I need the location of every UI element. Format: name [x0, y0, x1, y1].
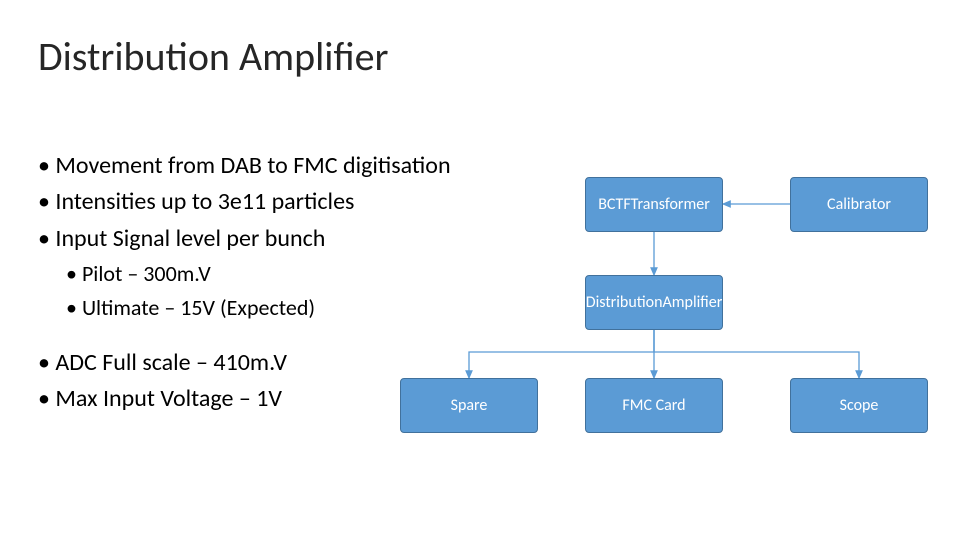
bullet-text: Intensities up to 3e11 particles — [55, 187, 354, 216]
node-spare: Spare — [400, 378, 538, 433]
slide: Distribution Amplifier • Movement from D… — [0, 0, 960, 540]
bullet-text: Pilot – 300m.V — [82, 260, 211, 287]
bullet-l1: • Movement from DAB to FMC digitisation — [38, 150, 451, 182]
bullet-text: Movement from DAB to FMC digitisation — [55, 151, 450, 180]
node-bctf: BCTFTransformer — [585, 177, 723, 232]
bullet-text: Ultimate – 15V (Expected) — [82, 294, 315, 321]
connector-dist-spare — [469, 330, 654, 378]
connector-dist-scope — [654, 330, 859, 378]
bullet-text: ADC Full scale – 410m.V — [55, 348, 287, 377]
bullet-l2: • Pilot – 300m.V — [66, 259, 451, 289]
bullet-list: • Movement from DAB to FMC digitisation … — [38, 150, 451, 419]
node-calib: Calibrator — [790, 177, 928, 232]
node-scope: Scope — [790, 378, 928, 433]
node-fmc: FMC Card — [585, 378, 723, 433]
bullet-l1: • Input Signal level per bunch — [38, 223, 451, 255]
bullet-l1: • ADC Full scale – 410m.V — [38, 347, 451, 379]
bullet-l2: • Ultimate – 15V (Expected) — [66, 293, 451, 323]
bullet-text: Max Input Voltage – 1V — [55, 384, 282, 413]
bullet-l1: • Max Input Voltage – 1V — [38, 383, 451, 415]
bullet-text: Input Signal level per bunch — [55, 224, 325, 253]
slide-title: Distribution Amplifier — [38, 32, 388, 81]
bullet-l1: • Intensities up to 3e11 particles — [38, 186, 451, 218]
node-dist: DistributionAmplifier — [585, 275, 723, 330]
